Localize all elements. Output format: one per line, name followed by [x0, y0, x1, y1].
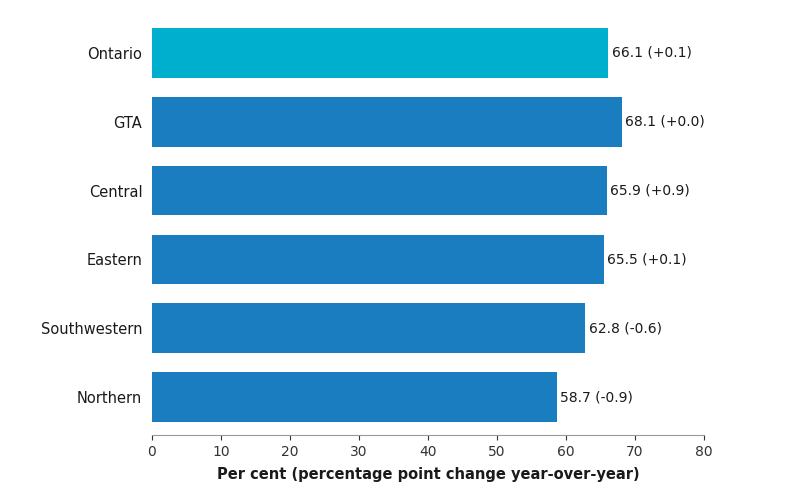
Text: 68.1 (+0.0): 68.1 (+0.0) — [626, 114, 705, 128]
Bar — [152, 166, 606, 216]
Text: 65.5 (+0.1): 65.5 (+0.1) — [607, 252, 687, 266]
Bar — [152, 28, 608, 78]
Text: 66.1 (+0.1): 66.1 (+0.1) — [611, 46, 691, 60]
Bar — [152, 97, 622, 146]
Bar — [152, 304, 586, 353]
Bar — [152, 372, 557, 422]
Text: 65.9 (+0.9): 65.9 (+0.9) — [610, 184, 690, 198]
Bar — [152, 234, 604, 284]
X-axis label: Per cent (percentage point change year-over-year): Per cent (percentage point change year-o… — [217, 467, 639, 482]
Text: 62.8 (-0.6): 62.8 (-0.6) — [589, 322, 662, 336]
Text: 58.7 (-0.9): 58.7 (-0.9) — [561, 390, 634, 404]
